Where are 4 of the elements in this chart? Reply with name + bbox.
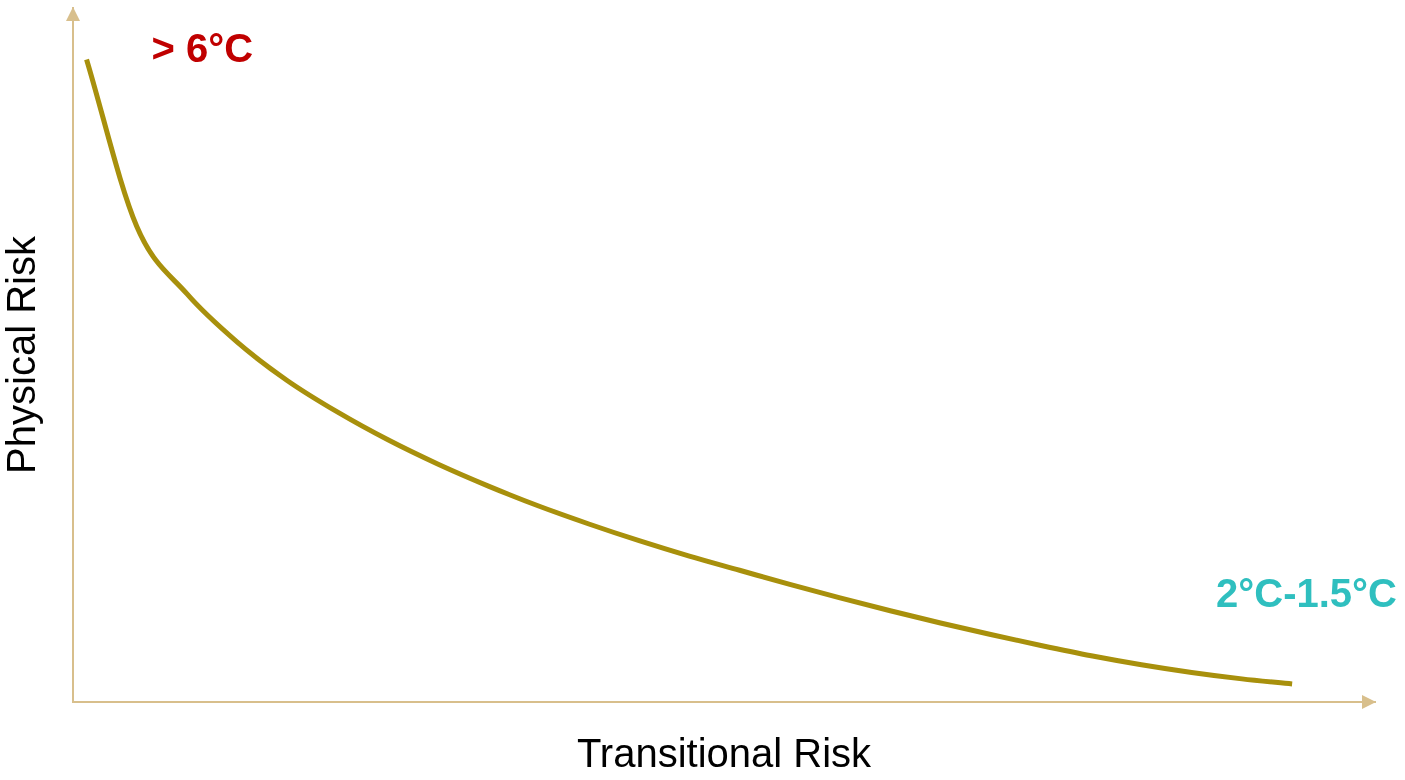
y-axis-title: Physical Risk [0,235,44,474]
annotation: > 6°C [151,26,254,71]
x-axis-title: Transitional Risk [576,731,873,776]
annotation: 2°C-1.5°C [1216,571,1397,616]
